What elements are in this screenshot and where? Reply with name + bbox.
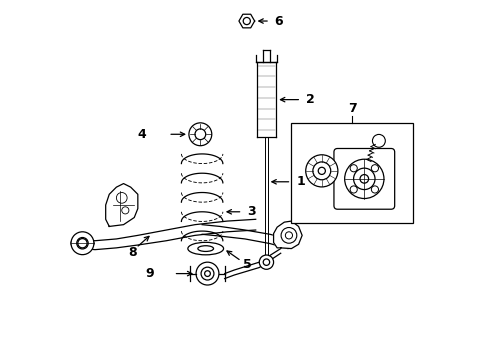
Circle shape [189,123,212,146]
Circle shape [259,255,273,269]
Text: 3: 3 [247,205,256,218]
Polygon shape [263,50,270,62]
Polygon shape [265,137,268,258]
Ellipse shape [198,246,214,251]
Circle shape [77,238,88,249]
Circle shape [263,259,270,265]
Circle shape [201,267,214,280]
Text: 2: 2 [306,93,315,106]
Text: 1: 1 [296,175,305,188]
Circle shape [195,129,206,140]
Circle shape [306,155,338,187]
Circle shape [354,168,375,190]
Text: 6: 6 [275,14,283,27]
Circle shape [243,18,250,24]
Polygon shape [273,221,302,249]
Polygon shape [256,55,277,62]
Circle shape [71,232,94,255]
Ellipse shape [71,236,94,250]
Circle shape [318,167,325,175]
Text: 8: 8 [128,246,136,258]
Text: 7: 7 [348,102,357,115]
Polygon shape [106,184,138,226]
Text: 5: 5 [243,258,252,271]
Circle shape [196,262,219,285]
Text: 4: 4 [138,128,147,141]
Text: 9: 9 [145,267,153,280]
Circle shape [344,159,384,198]
Circle shape [360,175,368,183]
Bar [292,123,413,223]
FancyBboxPatch shape [334,148,394,209]
Ellipse shape [188,242,223,255]
Circle shape [313,162,331,180]
Polygon shape [257,62,276,137]
Polygon shape [239,14,255,28]
Circle shape [205,271,210,276]
